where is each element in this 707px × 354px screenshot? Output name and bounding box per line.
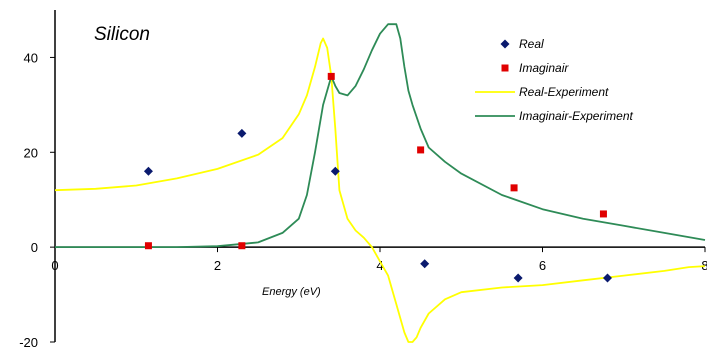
y-tick-label: 0 <box>31 240 38 255</box>
series-points <box>143 72 612 283</box>
data-point-imaginair <box>238 242 246 250</box>
data-point-real <box>143 166 153 176</box>
legend-label-real: Real <box>519 37 544 51</box>
data-point-real <box>513 273 523 283</box>
data-point-imaginair <box>144 242 152 250</box>
data-point-real <box>420 259 430 269</box>
series-lines <box>54 23 706 343</box>
x-tick-label: 4 <box>376 258 383 273</box>
chart-title: Silicon <box>94 24 150 45</box>
x-tick-label: 0 <box>51 258 58 273</box>
legend-marker-imaginair <box>501 64 509 72</box>
y-tick-label: 20 <box>24 145 38 160</box>
data-point-imaginair <box>510 184 518 192</box>
legend-marker-real <box>500 39 510 49</box>
series-line-imaginair-experiment <box>55 23 706 248</box>
legend-label-imaginair-experiment: Imaginair-Experiment <box>519 109 633 123</box>
data-point-imaginair <box>417 146 425 154</box>
legend-label-imaginair: Imaginair <box>519 61 569 75</box>
data-point-real <box>330 166 340 176</box>
y-tick-label: 40 <box>24 50 38 65</box>
data-point-imaginair <box>599 210 607 218</box>
data-point-real <box>237 128 247 138</box>
x-tick-label: 2 <box>214 258 221 273</box>
y-tick-label: -20 <box>19 335 38 350</box>
legend-label-real-experiment: Real-Experiment <box>519 85 609 99</box>
x-tick-label: 6 <box>539 258 546 273</box>
legend: Real Imaginair Real-Experiment Imaginair-Ex… <box>475 37 633 123</box>
series-line-real-experiment <box>54 37 706 343</box>
data-point-real <box>603 273 612 283</box>
data-point-imaginair <box>327 72 335 80</box>
x-axis-title: Energy (eV) <box>262 286 321 298</box>
